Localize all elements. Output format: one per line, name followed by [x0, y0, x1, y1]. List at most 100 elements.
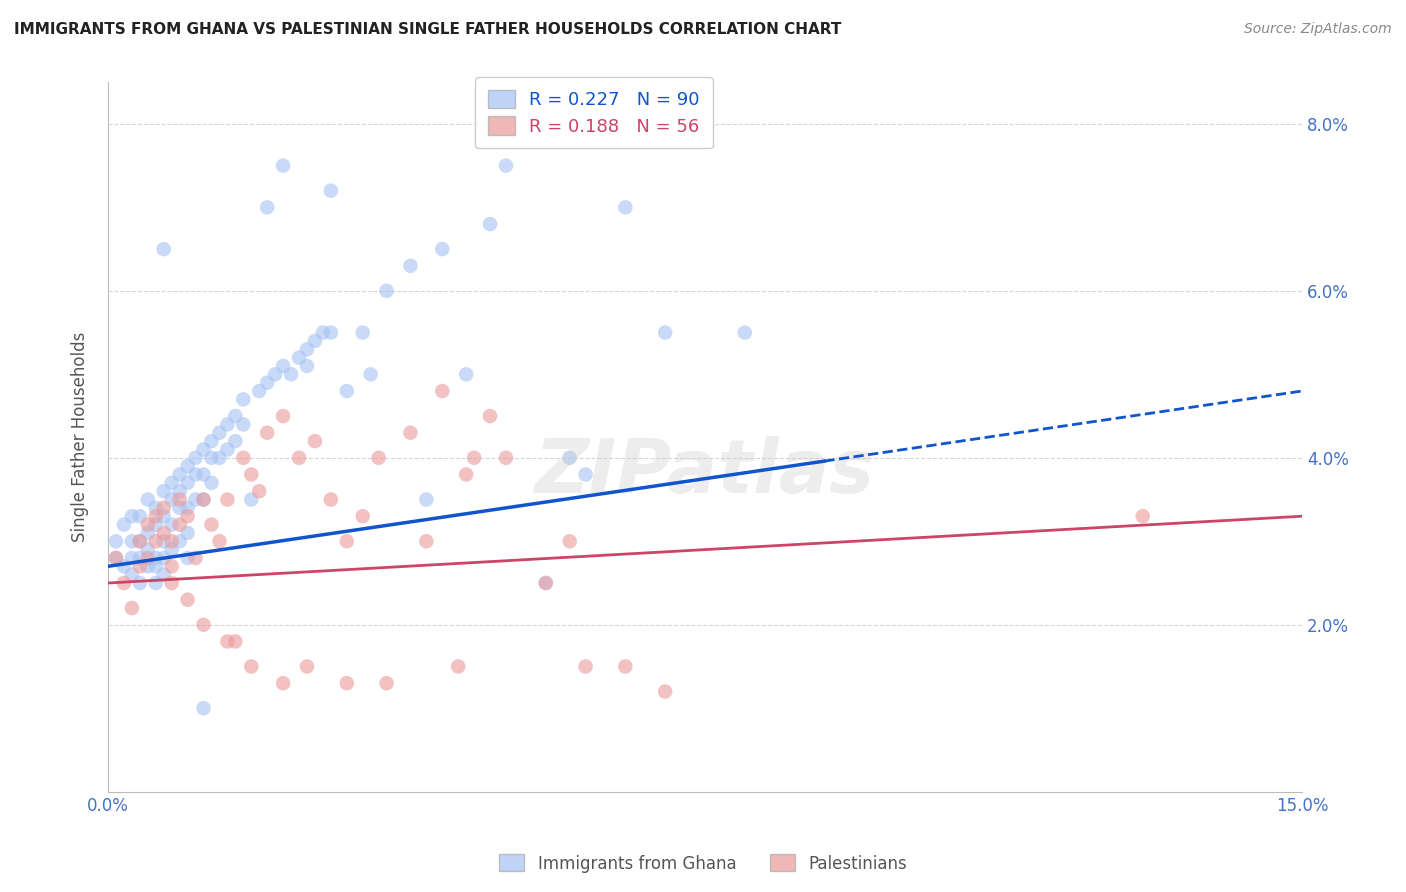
Point	[319, 326, 342, 340]
Point	[360, 368, 382, 382]
Point	[160, 534, 183, 549]
Point	[495, 159, 517, 173]
Point	[121, 551, 143, 566]
Point	[224, 409, 246, 423]
Point	[176, 525, 198, 540]
Point	[121, 509, 143, 524]
Point	[432, 384, 454, 398]
Point	[121, 567, 143, 582]
Point	[352, 509, 374, 524]
Point	[176, 551, 198, 566]
Point	[558, 534, 581, 549]
Point	[232, 417, 254, 432]
Point	[232, 392, 254, 407]
Point	[375, 284, 398, 298]
Point	[352, 326, 374, 340]
Point	[375, 676, 398, 690]
Point	[240, 492, 263, 507]
Point	[112, 517, 135, 532]
Point	[128, 534, 150, 549]
Point	[136, 542, 159, 557]
Point	[295, 343, 318, 357]
Point	[152, 551, 174, 566]
Point	[193, 442, 215, 457]
Point	[415, 534, 437, 549]
Point	[304, 434, 326, 449]
Point	[160, 517, 183, 532]
Point	[121, 534, 143, 549]
Point	[184, 551, 207, 566]
Legend: Immigrants from Ghana, Palestinians: Immigrants from Ghana, Palestinians	[492, 847, 914, 880]
Point	[193, 701, 215, 715]
Point	[534, 576, 557, 591]
Point	[200, 475, 222, 490]
Point	[256, 376, 278, 390]
Point	[145, 551, 167, 566]
Point	[319, 492, 342, 507]
Point	[432, 242, 454, 256]
Point	[104, 551, 127, 566]
Point	[415, 492, 437, 507]
Point	[169, 500, 191, 515]
Point	[176, 509, 198, 524]
Point	[558, 450, 581, 465]
Point	[152, 484, 174, 499]
Point	[145, 576, 167, 591]
Point	[128, 576, 150, 591]
Point	[169, 492, 191, 507]
Text: IMMIGRANTS FROM GHANA VS PALESTINIAN SINGLE FATHER HOUSEHOLDS CORRELATION CHART: IMMIGRANTS FROM GHANA VS PALESTINIAN SIN…	[14, 22, 841, 37]
Point	[176, 459, 198, 474]
Point	[463, 450, 485, 465]
Point	[104, 534, 127, 549]
Point	[295, 659, 318, 673]
Point	[456, 467, 478, 482]
Point	[614, 200, 637, 214]
Point	[128, 551, 150, 566]
Point	[193, 467, 215, 482]
Point	[160, 542, 183, 557]
Point	[160, 492, 183, 507]
Point	[693, 117, 716, 131]
Point	[247, 484, 270, 499]
Point	[495, 450, 517, 465]
Point	[184, 450, 207, 465]
Point	[193, 492, 215, 507]
Point	[136, 525, 159, 540]
Point	[128, 559, 150, 574]
Point	[152, 525, 174, 540]
Point	[534, 576, 557, 591]
Point	[574, 467, 596, 482]
Point	[217, 417, 239, 432]
Point	[152, 534, 174, 549]
Point	[169, 467, 191, 482]
Point	[169, 517, 191, 532]
Point	[479, 217, 502, 231]
Point	[367, 450, 389, 465]
Point	[654, 326, 676, 340]
Point	[169, 534, 191, 549]
Point	[336, 384, 359, 398]
Point	[240, 659, 263, 673]
Point	[121, 601, 143, 615]
Point	[224, 434, 246, 449]
Point	[295, 359, 318, 373]
Point	[654, 684, 676, 698]
Point	[200, 517, 222, 532]
Point	[271, 409, 294, 423]
Point	[447, 659, 470, 673]
Point	[128, 534, 150, 549]
Point	[288, 450, 311, 465]
Point	[136, 559, 159, 574]
Point	[176, 475, 198, 490]
Point	[217, 492, 239, 507]
Point	[614, 659, 637, 673]
Text: Source: ZipAtlas.com: Source: ZipAtlas.com	[1244, 22, 1392, 37]
Point	[256, 425, 278, 440]
Point	[271, 676, 294, 690]
Point	[399, 259, 422, 273]
Point	[152, 567, 174, 582]
Point	[319, 184, 342, 198]
Point	[112, 559, 135, 574]
Point	[734, 326, 756, 340]
Point	[184, 492, 207, 507]
